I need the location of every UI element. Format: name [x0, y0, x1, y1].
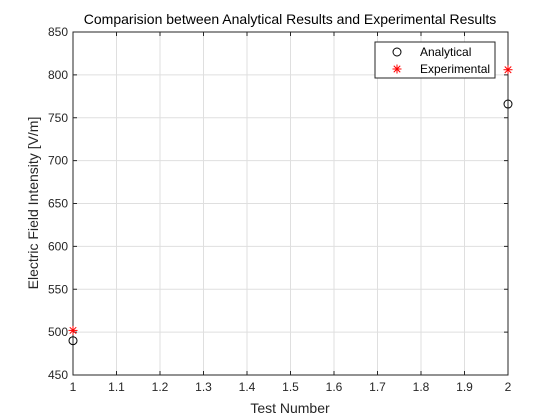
legend-marker-analytical [392, 47, 402, 57]
legend-label: Analytical [420, 45, 471, 59]
legend-label: Experimental [420, 62, 490, 76]
legend: Analytical Experimental [374, 41, 496, 79]
y-tick-label: 650 [48, 197, 68, 211]
x-tick-label: 1.8 [413, 380, 430, 394]
x-tick-label: 1.3 [195, 380, 212, 394]
x-tick-label: 1.6 [326, 380, 343, 394]
x-axis-title: Test Number [250, 400, 330, 416]
experimental-point [503, 65, 513, 75]
y-tick-label: 550 [48, 282, 68, 296]
y-tick-label: 700 [48, 154, 68, 168]
x-tick-label: 1 [70, 380, 77, 394]
x-tick-label: 1.4 [239, 380, 256, 394]
y-tick-label: 850 [48, 25, 68, 39]
x-tick-label: 1.7 [369, 380, 386, 394]
analytical-point [503, 99, 513, 109]
experimental-point [68, 325, 78, 335]
y-tick-label: 500 [48, 325, 68, 339]
x-tick-label: 1.5 [282, 380, 299, 394]
x-tick-label: 1.9 [456, 380, 473, 394]
y-tick-label: 800 [48, 68, 68, 82]
chart-title: Comparision between Analytical Results a… [84, 11, 496, 27]
legend-marker-experimental [392, 64, 402, 74]
data-marks [68, 65, 513, 346]
y-tick-label: 750 [48, 111, 68, 125]
analytical-point [68, 336, 78, 346]
y-tick-label: 600 [48, 239, 68, 253]
y-axis-title: Electric Field Intensity [V/m] [25, 117, 41, 290]
x-tick-label: 1.1 [108, 380, 125, 394]
x-tick-label: 1.2 [152, 380, 169, 394]
y-tick-label: 450 [48, 368, 68, 382]
x-tick-label: 2 [505, 380, 512, 394]
ticks: 1 1.1 1.2 1.3 1.4 1.5 1.6 1.7 1.8 1.9 2 450 500 550 60… [48, 25, 512, 394]
